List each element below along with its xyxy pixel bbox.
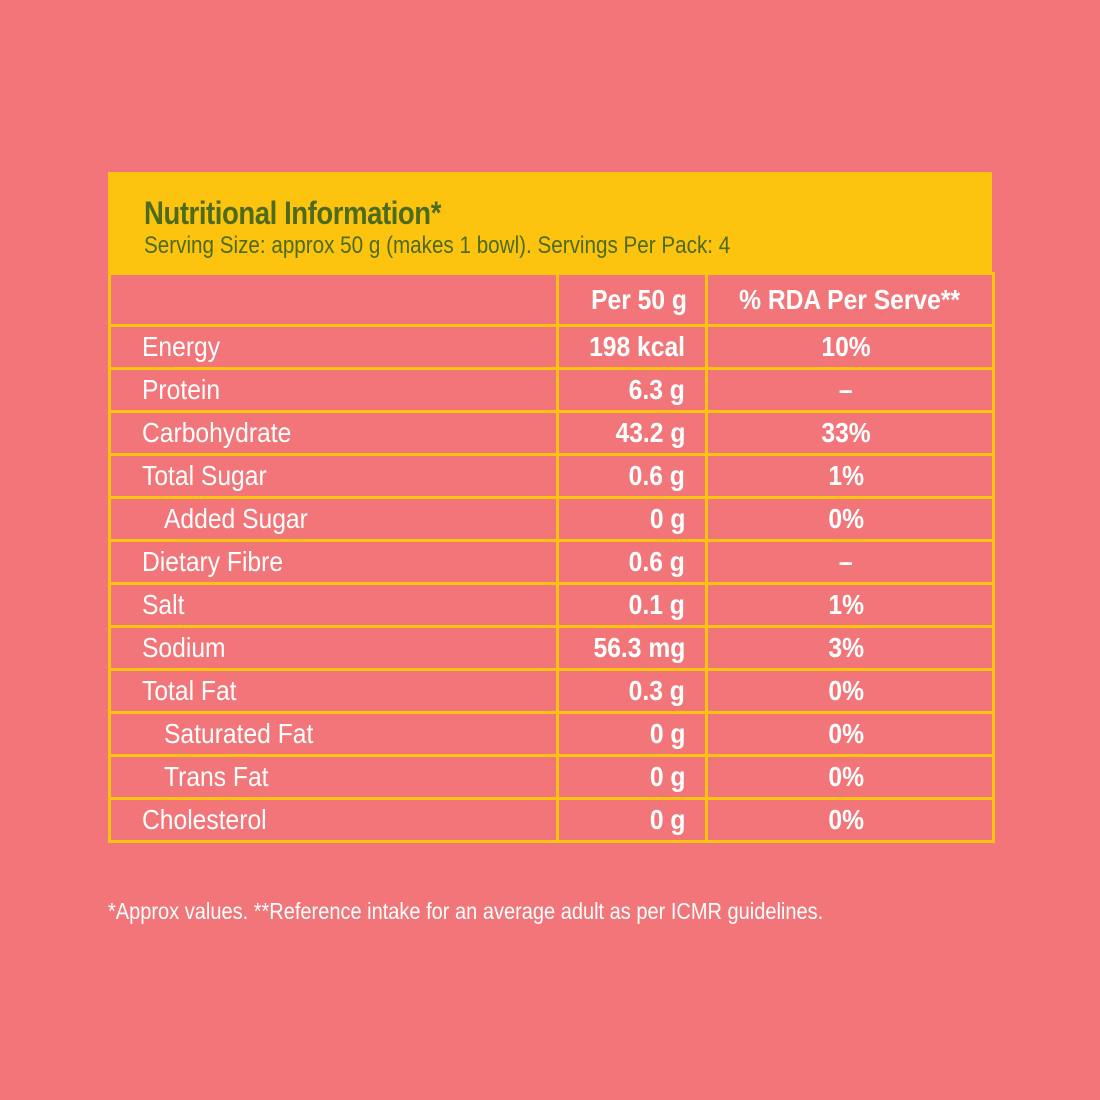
- header-per-serving: Per 50 g: [556, 272, 708, 327]
- footnote: *Approx values. **Reference intake for a…: [108, 898, 824, 924]
- per-serving-value: 6.3 g: [556, 367, 708, 413]
- table-header-row: Per 50 g % RDA Per Serve**: [108, 272, 995, 327]
- rda-value: 1%: [705, 582, 995, 628]
- table-row: Total Sugar 0.6 g 1%: [108, 453, 995, 499]
- table-row: Dietary Fibre 0.6 g –: [108, 539, 995, 585]
- table-row: Energy 198 kcal 10%: [108, 324, 995, 370]
- nutrient-name: Sodium: [108, 625, 559, 671]
- per-serving-value: 0.3 g: [556, 668, 708, 714]
- nutrition-title: Nutritional Information*: [144, 195, 441, 231]
- per-serving-value: 56.3 mg: [556, 625, 708, 671]
- per-serving-value: 0.6 g: [556, 539, 708, 585]
- rda-value: –: [705, 539, 995, 585]
- table-row: Total Fat 0.3 g 0%: [108, 668, 995, 714]
- nutrient-name: Protein: [108, 367, 559, 413]
- per-serving-value: 43.2 g: [556, 410, 708, 456]
- nutrient-name: Dietary Fibre: [108, 539, 559, 585]
- rda-value: 0%: [705, 496, 995, 542]
- nutrient-name: Cholesterol: [108, 797, 559, 843]
- rda-value: 0%: [705, 754, 995, 800]
- rda-value: 1%: [705, 453, 995, 499]
- rda-value: 0%: [705, 797, 995, 843]
- nutrient-name: Trans Fat: [108, 754, 559, 800]
- table-row: Protein 6.3 g –: [108, 367, 995, 413]
- rda-value: –: [705, 367, 995, 413]
- rda-value: 10%: [705, 324, 995, 370]
- header-nutrient: [108, 272, 559, 327]
- rda-value: 0%: [705, 711, 995, 757]
- nutrition-table: Per 50 g % RDA Per Serve** Energy 198 kca…: [108, 272, 995, 843]
- table-row: Saturated Fat 0 g 0%: [108, 711, 995, 757]
- table-row: Salt 0.1 g 1%: [108, 582, 995, 628]
- nutrient-name: Total Sugar: [108, 453, 559, 499]
- rda-value: 33%: [705, 410, 995, 456]
- nutrient-name: Salt: [108, 582, 559, 628]
- per-serving-value: 0.6 g: [556, 453, 708, 499]
- per-serving-value: 0.1 g: [556, 582, 708, 628]
- nutrition-rows: Energy 198 kcal 10% Protein 6.3 g – Carbohydra…: [108, 324, 995, 843]
- header-rda: % RDA Per Serve**: [705, 272, 995, 327]
- table-row: Sodium 56.3 mg 3%: [108, 625, 995, 671]
- table-row: Carbohydrate 43.2 g 33%: [108, 410, 995, 456]
- nutrient-name: Added Sugar: [108, 496, 559, 542]
- per-serving-value: 0 g: [556, 754, 708, 800]
- nutrient-name: Energy: [108, 324, 559, 370]
- rda-value: 0%: [705, 668, 995, 714]
- nutrient-name: Total Fat: [108, 668, 559, 714]
- per-serving-value: 0 g: [556, 711, 708, 757]
- nutrient-name: Carbohydrate: [108, 410, 559, 456]
- table-row: Trans Fat 0 g 0%: [108, 754, 995, 800]
- nutrition-panel: Nutritional Information* Serving Size: a…: [108, 172, 995, 843]
- per-serving-value: 198 kcal: [556, 324, 708, 370]
- rda-value: 3%: [705, 625, 995, 671]
- nutrition-header: Nutritional Information* Serving Size: a…: [108, 172, 992, 272]
- serving-info: Serving Size: approx 50 g (makes 1 bowl)…: [144, 232, 731, 259]
- table-row: Cholesterol 0 g 0%: [108, 797, 995, 843]
- per-serving-value: 0 g: [556, 496, 708, 542]
- table-row: Added Sugar 0 g 0%: [108, 496, 995, 542]
- nutrient-name: Saturated Fat: [108, 711, 559, 757]
- per-serving-value: 0 g: [556, 797, 708, 843]
